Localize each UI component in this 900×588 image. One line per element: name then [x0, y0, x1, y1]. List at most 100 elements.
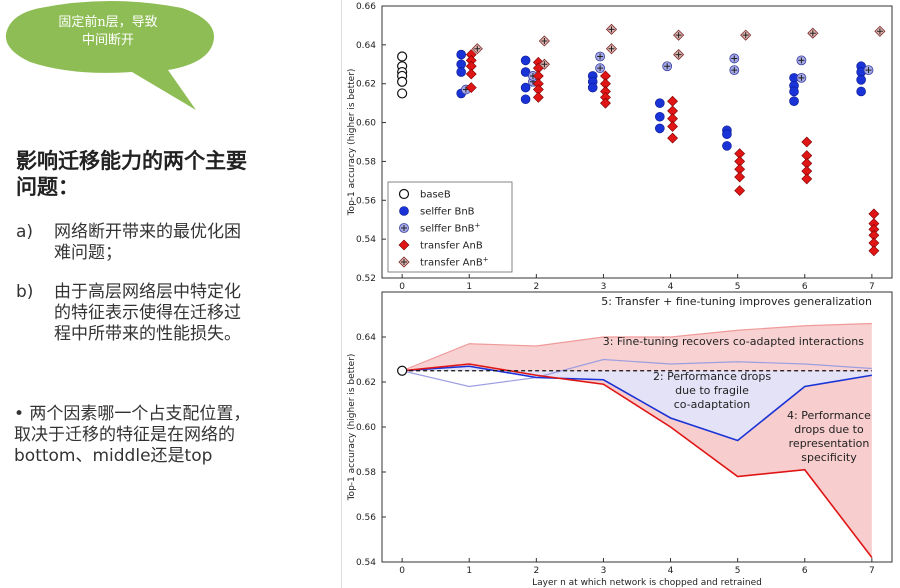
- area-x-tick-label: 4: [668, 566, 674, 576]
- data-point-transferAnB: [734, 185, 746, 196]
- area-x-tick-label: 6: [802, 566, 808, 576]
- annotation-2: co-adaptation: [674, 398, 751, 411]
- scatter-y-tick-label: 0.58: [356, 157, 376, 167]
- data-point-transferAnB: [667, 95, 678, 107]
- annotation-3: 3: Fine-tuning recovers co-adapted inter…: [603, 335, 865, 348]
- data-point-transferAnBplus: [673, 49, 685, 61]
- marker-plus: [401, 225, 407, 231]
- marker-plus: [541, 61, 548, 68]
- scatter-chart: 0.52 0.54 0.56 0.58 0.60 0.62 0.64 0.66 0 1 2 3 4 5 6 7…: [347, 2, 893, 292]
- legend-label-selfferBnBplus: selffer BnB+: [420, 222, 481, 235]
- marker-plus: [809, 30, 816, 37]
- data-point-transferAnB: [667, 121, 678, 132]
- legend-label-baseB: baseB: [420, 190, 451, 201]
- area-y-axis-label: Top-1 accuracy (higher is better): [347, 354, 357, 502]
- area-x-tick-label: 3: [601, 566, 607, 576]
- scatter-y-tick-label: 0.52: [356, 274, 376, 284]
- series-baseB: [397, 51, 408, 99]
- area-y-tick-label: 0.58: [356, 468, 376, 478]
- marker-plus: [742, 32, 749, 39]
- region-5-generalization: [402, 323, 872, 371]
- area-chart: 0.54 0.56 0.58 0.60 0.62 0.64 0 1 2 3 4 5 6 7 Top-1 ac…: [347, 291, 893, 588]
- data-point-selfferBnBplus: [796, 55, 807, 66]
- baseline-point: [397, 365, 408, 376]
- data-point-transferAnBplus: [740, 29, 752, 41]
- marker-plus: [798, 57, 805, 64]
- series-selfferBnB: [456, 49, 866, 151]
- scatter-x-tick-label: 1: [466, 282, 472, 292]
- data-point-transferAnBplus: [807, 27, 819, 39]
- data-point-baseB: [397, 88, 408, 99]
- area-y-tick-label: 0.56: [356, 513, 376, 523]
- data-point-selfferBnB: [655, 123, 665, 134]
- marker-plus: [541, 37, 548, 44]
- annotation-2: 2: Performance drops: [653, 370, 771, 383]
- data-point-transferAnB: [667, 132, 678, 144]
- area-y-tick-label: 0.54: [356, 558, 376, 568]
- data-point-selfferBnB: [856, 75, 866, 85]
- annotation-4: specificity: [801, 451, 857, 464]
- marker-plus: [597, 65, 604, 72]
- data-point-transferAnBplus: [673, 29, 685, 41]
- marker-plus: [474, 45, 481, 52]
- legend-marker-selfferBnBplus: [399, 223, 409, 233]
- marker-plus: [798, 74, 805, 81]
- area-x-tick-label: 7: [869, 566, 875, 576]
- legend-marker-transferAnBplus: [398, 256, 410, 268]
- scatter-y-tick-label: 0.64: [356, 41, 376, 51]
- legend-marker-transferAnB: [398, 239, 410, 251]
- line-transfer-anb: [402, 363, 873, 558]
- legend-label-selfferBnB: selffer BnB: [420, 207, 475, 218]
- callout-bubble: [5, 1, 214, 110]
- scatter-y-tick-label: 0.60: [356, 119, 376, 129]
- data-point-selfferBnBplus: [595, 51, 605, 62]
- data-point-transferAnBplus: [605, 23, 618, 35]
- data-point-selfferBnB: [520, 55, 531, 66]
- point-a-label: a): [16, 222, 34, 242]
- data-point-transferAnBplus: [874, 25, 886, 37]
- charts-figure: 0.52 0.54 0.56 0.58 0.60 0.62 0.64 0.66 0 1 2 3 4 5 6 7…: [347, 2, 893, 588]
- data-point-selfferBnBplus: [729, 65, 740, 76]
- data-point-baseB: [397, 51, 408, 62]
- left-text-panel: 固定前n层，导致 中间断开 影响迁移能力的两个主要 问题： a) 网络断开带来的…: [0, 0, 340, 588]
- data-point-baseB: [397, 76, 408, 87]
- scatter-x-tick-label: 4: [668, 282, 674, 292]
- data-point-selfferBnBplus: [595, 63, 605, 74]
- marker-plus: [865, 67, 872, 74]
- scatter-y-tick-label: 0.54: [356, 235, 376, 245]
- data-point-selfferBnB: [722, 129, 732, 140]
- data-point-selfferBnBplus: [863, 65, 874, 76]
- legend-label-transferAnBplus: transfer AnB+: [420, 256, 489, 269]
- annotation-5: 5: Transfer + fine-tuning improves gener…: [601, 295, 872, 308]
- marker-plus: [608, 45, 615, 52]
- page-heading: 影响迁移能力的两个主要 问题：: [16, 149, 247, 199]
- scatter-x-tick-label: 0: [399, 282, 405, 292]
- data-point-selfferBnB: [789, 96, 799, 106]
- area-x-tick-label: 0: [399, 566, 405, 576]
- marker-plus: [675, 51, 682, 58]
- scatter-legend: baseB selffer BnB selffer BnB+ transfer AnB…: [387, 181, 513, 273]
- callout-text: 固定前n层，导致 中间断开: [58, 15, 158, 48]
- annotation-4: representation: [789, 437, 870, 450]
- marker-plus: [597, 53, 604, 60]
- scatter-x-tick-label: 5: [735, 282, 741, 292]
- data-point-selfferBnB: [655, 98, 665, 108]
- point-b: b) 由于高层网络层中特定化 的特征表示使得在迁移过 程中所带来的性能损失。: [16, 282, 241, 344]
- series-transferAnB: [465, 49, 880, 257]
- marker-plus: [876, 28, 883, 35]
- area-x-tick-label: 1: [466, 566, 472, 576]
- annotation-2: due to fragile: [675, 384, 749, 397]
- data-point-selfferBnB: [456, 49, 466, 60]
- marker-plus: [664, 63, 671, 70]
- note-paragraph: • 两个因素哪一个占支配位置， 取决于迁移的特征是在网络的 bottom、mid…: [14, 404, 251, 466]
- data-point-selfferBnBplus: [796, 72, 807, 83]
- legend-marker-baseB: [398, 188, 410, 200]
- data-point-selfferBnB: [789, 86, 799, 97]
- scatter-y-tick-label: 0.56: [356, 196, 376, 206]
- point-b-label: b): [16, 282, 34, 302]
- data-point-selfferBnB: [520, 94, 531, 105]
- data-point-transferAnB: [734, 171, 746, 183]
- annotation-4: drops due to: [794, 423, 864, 436]
- area-x-axis-label: Layer n at which network is chopped and …: [532, 578, 762, 588]
- annotation-4: 4: Performance: [787, 409, 871, 422]
